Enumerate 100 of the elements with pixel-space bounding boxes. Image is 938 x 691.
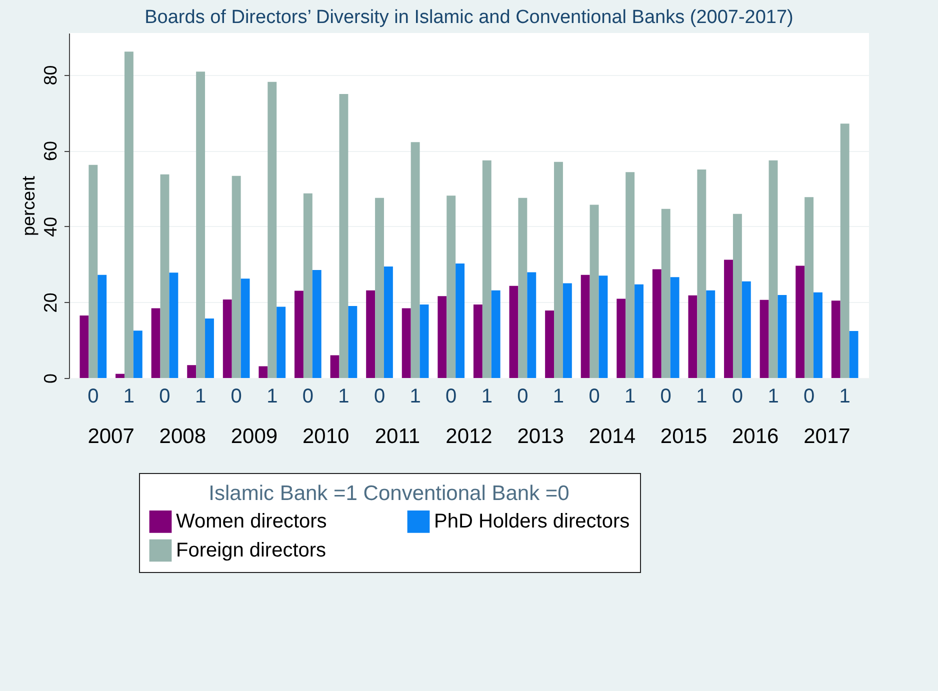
bar — [562, 283, 572, 378]
y-tick-label: 80 — [40, 65, 60, 86]
x-tick-label: 0 — [732, 386, 744, 408]
text: 2012 — [446, 425, 492, 448]
text: 2010 — [302, 425, 350, 448]
chart-title: Boards of Directors’ Diversity in Islamic and Conventional Banks (2007-2017) — [144, 7, 794, 28]
x-tick-label: 0 — [302, 386, 314, 408]
x-tick-label: 0 — [446, 386, 457, 408]
text: 2013 — [517, 425, 564, 448]
x-tick-label: 1 — [696, 386, 708, 408]
bar — [626, 172, 635, 378]
bar — [796, 266, 805, 378]
bar — [598, 276, 608, 378]
bar — [652, 269, 662, 378]
legend-label: Women directors — [176, 510, 327, 533]
text: 2015 — [660, 425, 708, 448]
bar — [634, 284, 644, 378]
bar — [133, 330, 142, 378]
y-tick-label: 40 — [40, 216, 60, 237]
x-tick-label: 0 — [159, 386, 170, 408]
bar — [688, 295, 698, 378]
bar — [187, 365, 196, 378]
bar — [196, 72, 206, 378]
legend-title: Islamic Bank =1 Conventional Bank =0 — [208, 482, 570, 505]
bar — [778, 294, 787, 378]
x-tick-label: 1 — [552, 386, 564, 408]
bar — [491, 290, 500, 378]
bar — [339, 94, 348, 378]
bar — [88, 164, 98, 378]
bar — [831, 300, 840, 378]
text: 2008 — [159, 425, 206, 448]
x-tick-label: 0 — [588, 386, 600, 408]
x-tick-label: 0 — [374, 386, 386, 408]
text: 2016 — [732, 425, 779, 448]
x-tick-label: 1 — [123, 386, 135, 408]
bar — [294, 290, 304, 378]
bar — [384, 266, 393, 378]
bar — [268, 82, 277, 378]
bar — [742, 281, 751, 378]
bar — [420, 304, 429, 378]
bar — [124, 52, 134, 378]
bar — [438, 296, 447, 378]
bar — [330, 355, 340, 378]
bar — [410, 142, 420, 378]
bar — [240, 278, 250, 378]
text: 2009 — [230, 425, 278, 448]
bar — [258, 366, 268, 378]
bar — [98, 274, 107, 378]
x-tick-label: 1 — [768, 386, 779, 408]
bar — [160, 174, 170, 378]
x-tick-label: 1 — [481, 386, 492, 408]
bar — [814, 292, 822, 378]
bar — [312, 270, 322, 378]
bar — [222, 300, 232, 378]
x-tick-label: 0 — [803, 386, 815, 408]
x-tick-label: 1 — [194, 386, 206, 408]
text: 2017 — [804, 425, 850, 448]
text: 2011 — [374, 425, 420, 448]
bar — [527, 272, 536, 378]
bar — [303, 193, 312, 378]
bar — [80, 315, 89, 378]
bar — [849, 330, 858, 378]
bar — [732, 214, 742, 378]
bar — [518, 198, 528, 378]
bar — [375, 198, 384, 378]
bar — [554, 162, 563, 378]
x-tick-label: 1 — [839, 386, 850, 408]
x-tick-label: 1 — [410, 386, 421, 408]
bar — [661, 208, 670, 378]
bar — [760, 300, 769, 378]
bar — [116, 374, 124, 378]
bar — [348, 306, 358, 378]
bar — [169, 272, 178, 378]
y-tick-label: 20 — [40, 292, 60, 313]
legend-label: PhD Holders directors — [434, 510, 630, 533]
y-tick-label: 60 — [40, 141, 60, 162]
bar — [840, 124, 850, 378]
bar — [473, 304, 482, 378]
bar — [482, 160, 492, 378]
bar — [276, 306, 286, 378]
bar — [590, 204, 599, 378]
bar — [509, 286, 518, 378]
y-tick-label: 0 — [40, 373, 60, 384]
x-tick-label: 1 — [624, 386, 636, 408]
bar — [402, 308, 411, 378]
text: 2007 — [88, 425, 134, 448]
legend-label: Foreign directors — [176, 540, 326, 562]
bar — [706, 290, 716, 378]
bar — [768, 160, 778, 378]
x-tick-label: 0 — [517, 386, 528, 408]
x-tick-label: 1 — [338, 386, 350, 408]
y-axis-title: percent — [18, 176, 38, 236]
bar — [446, 196, 456, 378]
text: 2014 — [588, 425, 636, 448]
bar — [580, 274, 590, 378]
bar — [724, 260, 733, 378]
bar — [545, 310, 554, 378]
bar — [205, 318, 214, 378]
bar — [456, 264, 465, 378]
bar — [232, 176, 241, 378]
